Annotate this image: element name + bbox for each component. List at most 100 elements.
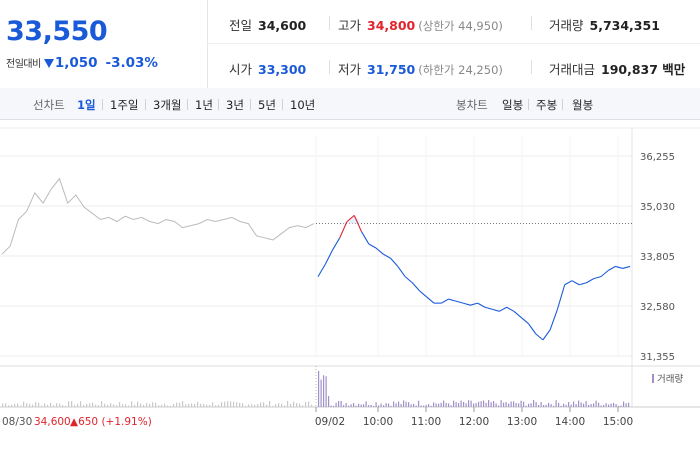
volume-bar-prev [221,402,223,407]
series-segment-today [368,243,377,249]
volume-bar-today [575,404,577,407]
volume-bar-prev [143,404,145,407]
volume-bar-today [478,401,480,407]
y-tick-label: 35,030 [640,202,675,213]
volume-bar-today [555,400,557,407]
volume-bar-today [393,401,395,407]
prev-day-close: 34,600 [34,416,71,428]
tab-10y[interactable]: 10년 [290,98,316,112]
series-segment-today [470,302,478,306]
volume-bar-today [600,405,602,407]
volume-bar-prev [248,404,250,407]
volume-bar-today [473,403,475,407]
tab-3m[interactable]: 3개월 [153,98,182,112]
volume-bar-today [350,404,352,407]
volume-bar-prev [203,403,205,407]
volume-bar-prev [74,405,76,407]
volume-bar-today [413,403,415,407]
tab-1y[interactable]: 1년 [195,98,213,112]
volume-bar-today [523,401,525,407]
series-segment-today [426,296,435,304]
volume-bar-today [330,405,332,407]
volume-bar-prev [116,405,118,407]
series-segment-today [586,278,594,284]
volume-bar-prev [59,403,61,407]
price-chart[interactable]: 36,255 35,030 33,805 32,580 31,355 거래량 08/30… [0,120,700,450]
volume-bar-prev [164,403,166,407]
tab-daily-candle[interactable]: 일봉 [502,98,524,112]
series-segment-today [404,276,413,284]
volume-bar-today [388,403,390,407]
volume-bar-today [440,402,442,407]
volume-bar-today [345,403,347,407]
volume-bar-today [428,404,430,407]
volume-bar-prev [50,402,52,407]
volume-bar-prev [146,402,148,407]
volume-bar-today [400,403,402,407]
series-segment-today [593,276,602,280]
volume-bar-today [443,400,445,407]
tab-1w[interactable]: 1주일 [110,98,139,112]
volume-bar-today [490,402,492,407]
series-segment-today [346,214,355,222]
volume-bar-prev [239,402,241,407]
x-tick-label: 09/02 [315,416,345,428]
tab-1d[interactable]: 1일 [77,98,96,112]
quote-summary: 33,550 전일대비 1,050 -3.03% 전일 34,600 고가 34,800… [0,0,700,89]
volume-bar-prev [2,403,4,407]
volume-bar-today [535,402,537,407]
volume-bar-today [480,401,482,407]
series-segment-today [600,270,609,278]
volume-bar-today [425,404,427,407]
series-segment-today [448,298,457,302]
tab-weekly-candle[interactable]: 주봉 [536,98,558,112]
series-line-prev-day [1,177,315,255]
volume-bar-prev [257,404,259,407]
volume-bar-today [455,402,457,407]
volume-bar-prev [173,403,175,407]
volume-bar-today [445,402,447,407]
stat-volume: 거래량 5,734,351 [549,18,660,33]
volume-bar-prev [263,402,265,407]
volume-bar-prev [155,402,157,407]
stat-high: 고가 34,800 (상한가 44,950) [338,18,503,33]
volume-bar-prev [176,402,178,407]
volume-bar-today [433,402,435,407]
volume-bar-prev [269,401,271,407]
volume-bar-prev [14,403,16,407]
volume-bar-prev [23,401,25,407]
stat-prev-close: 전일 34,600 [229,18,307,33]
volume-bar-today [595,400,597,407]
series-segment-today [390,257,399,267]
volume-bar-prev [170,405,172,407]
divider [531,60,532,74]
volume-bar-prev [104,403,106,407]
candle-chart-label: 봉차트 [456,98,488,112]
volume-bar-today [380,403,382,407]
stat-open: 시가 33,300 [229,62,307,77]
volume-bar-prev [290,403,292,407]
series-segment-today [375,247,384,255]
tab-3y[interactable]: 3년 [226,98,244,112]
volume-bar-today [430,405,432,407]
tab-5y[interactable]: 5년 [258,98,276,112]
series-segment-today [484,306,493,310]
current-price: 33,550 [6,16,108,47]
series-segment-today [353,215,363,232]
volume-bar-prev [299,403,301,407]
volume-bar-today [560,405,562,407]
volume-bar-today [375,402,377,407]
series-segment-today [520,317,529,324]
volume-bar-today [568,402,570,407]
volume-bar-prev [113,404,115,407]
volume-bar-prev [47,404,49,407]
volume-bar-prev [128,405,130,407]
volume-bar-prev [182,401,184,407]
volume-bar-prev [101,401,103,407]
volume-bar-today [318,371,320,407]
series-segment-today [571,280,580,286]
tab-monthly-candle[interactable]: 월봉 [572,98,594,112]
divider [531,16,532,30]
volume-bar-prev [26,403,28,407]
volume-bar-today [503,402,505,407]
